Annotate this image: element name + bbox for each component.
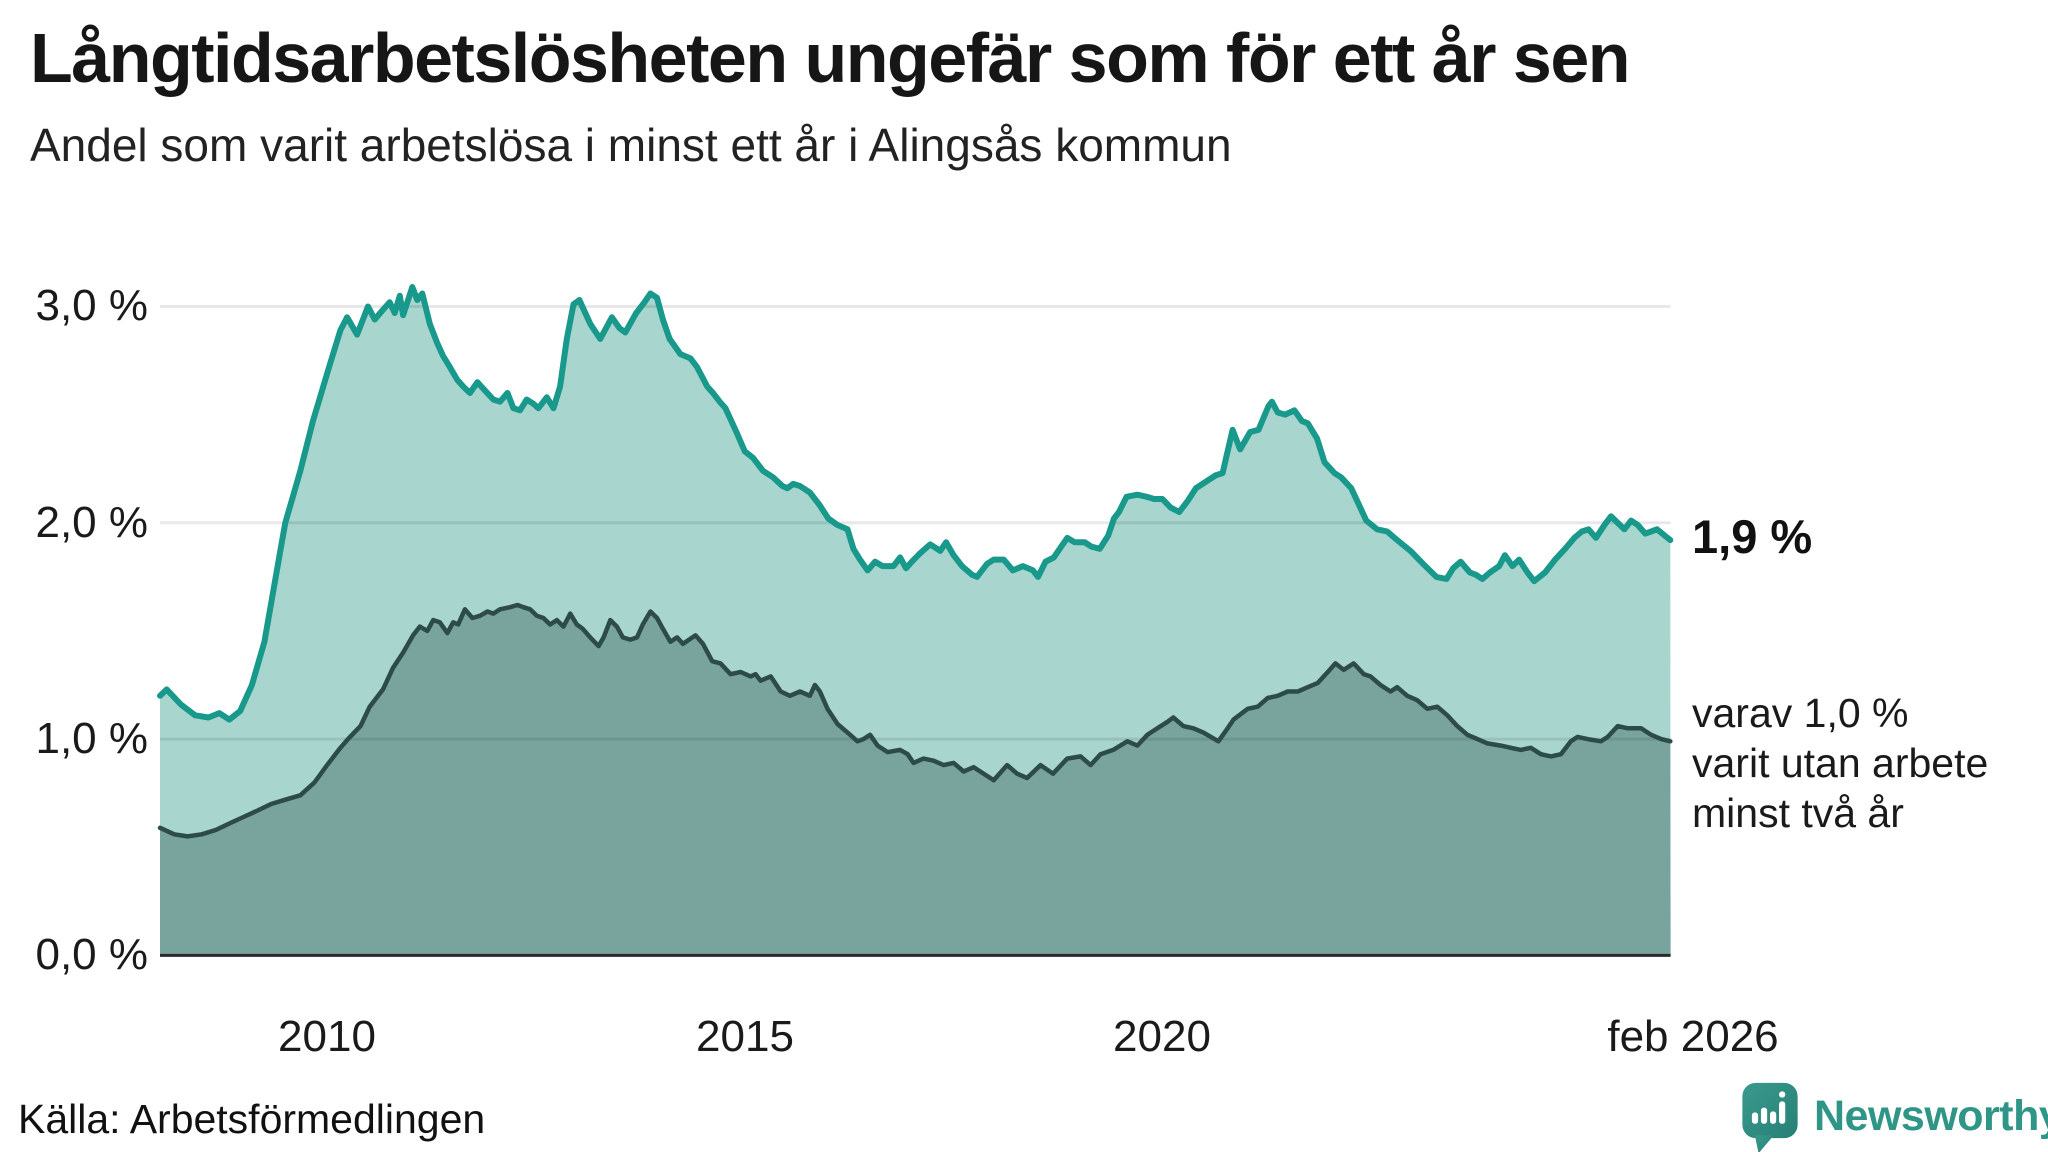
brand-footer: Newsworthy [1738,1080,2048,1152]
line-series-0 [157,284,1674,723]
chart-series-lines [157,284,1674,839]
page-title: Långtidsarbetslösheten ungefär som för e… [30,19,1631,97]
secondary-series-annotation: varav 1,0 % varit utan arbete minst två … [1692,688,1988,838]
page-subtitle: Andel som varit arbetslösa i minst ett å… [30,119,1232,171]
y-tick-label-3: 3,0 % [35,281,148,330]
x-tick-label-2020: 2020 [1113,1012,1211,1061]
annotation-line-3: minst två år [1692,790,1904,836]
line-series-1 [157,602,1673,839]
x-tick-label-2010: 2010 [278,1012,376,1061]
brand-name: Newsworthy [1814,1092,2048,1140]
chart-area-fills [160,287,1671,956]
y-tick-label-0: 0,0 % [35,930,148,979]
source-credit: Källa: Arbetsförmedlingen [18,1096,486,1142]
x-tick-label-feb-2026: feb 2026 [1607,1012,1779,1061]
chart-gridlines [160,305,1671,741]
annotation-line-1: varav 1,0 % [1692,690,1909,736]
annotation-line-2: varit utan arbete [1692,740,1989,786]
series-end-value-label: 1,9 % [1692,510,1813,563]
y-tick-label-1: 1,0 % [35,714,148,763]
y-tick-label-2: 2,0 % [35,498,148,547]
newsworthy-logo-icon [1742,1082,1798,1152]
x-tick-label-2015: 2015 [696,1012,794,1061]
